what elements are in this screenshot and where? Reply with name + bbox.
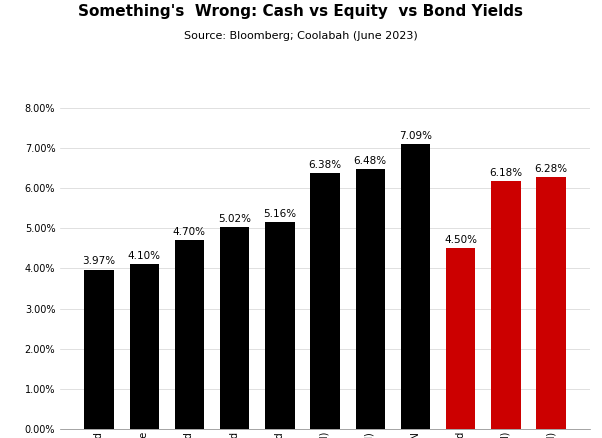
Bar	[536, 177, 566, 429]
Bar	[311, 173, 340, 429]
Text: 4.70%: 4.70%	[173, 227, 206, 237]
Text: 6.28%: 6.28%	[535, 164, 568, 173]
Bar	[175, 240, 204, 429]
Text: 3.97%: 3.97%	[82, 257, 116, 266]
Text: 5.02%: 5.02%	[218, 214, 251, 224]
Bar	[265, 222, 294, 429]
Bar	[401, 144, 430, 429]
Bar	[446, 248, 476, 429]
Text: 5.16%: 5.16%	[263, 208, 296, 219]
Bar	[356, 169, 385, 429]
Text: 6.38%: 6.38%	[308, 159, 342, 170]
Bar	[491, 181, 521, 429]
Bar	[220, 227, 249, 429]
Text: 7.09%: 7.09%	[399, 131, 432, 141]
Text: 6.48%: 6.48%	[354, 155, 387, 166]
Bar	[84, 270, 114, 429]
Text: Something's  Wrong: Cash vs Equity  vs Bond Yields: Something's Wrong: Cash vs Equity vs Bon…	[78, 4, 524, 19]
Text: 4.10%: 4.10%	[128, 251, 161, 261]
Bar	[129, 265, 159, 429]
Text: Source: Bloomberg; Coolabah (June 2023): Source: Bloomberg; Coolabah (June 2023)	[184, 31, 418, 41]
Text: 6.18%: 6.18%	[489, 168, 523, 178]
Text: 4.50%: 4.50%	[444, 235, 477, 245]
